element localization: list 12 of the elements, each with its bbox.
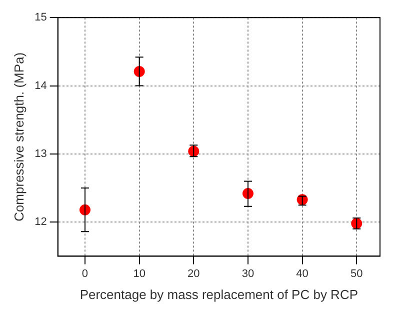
x-tick-label: 40 <box>296 268 308 280</box>
x-axis-title: Percentage by mass replacement of PC by RCP <box>80 286 358 302</box>
x-tick-label: 20 <box>188 268 200 280</box>
x-tick-label: 0 <box>82 268 88 280</box>
y-tick-label: 15 <box>34 12 47 24</box>
y-tick-label: 13 <box>34 148 47 160</box>
x-tick-label: 50 <box>350 268 363 280</box>
y-axis-title: Compressive strength. (MPa) <box>11 52 26 222</box>
x-tick-label: 10 <box>133 268 146 280</box>
y-tick-label: 12 <box>34 216 47 228</box>
y-tick-label: 14 <box>34 80 47 92</box>
x-tick-label: 30 <box>242 268 254 280</box>
